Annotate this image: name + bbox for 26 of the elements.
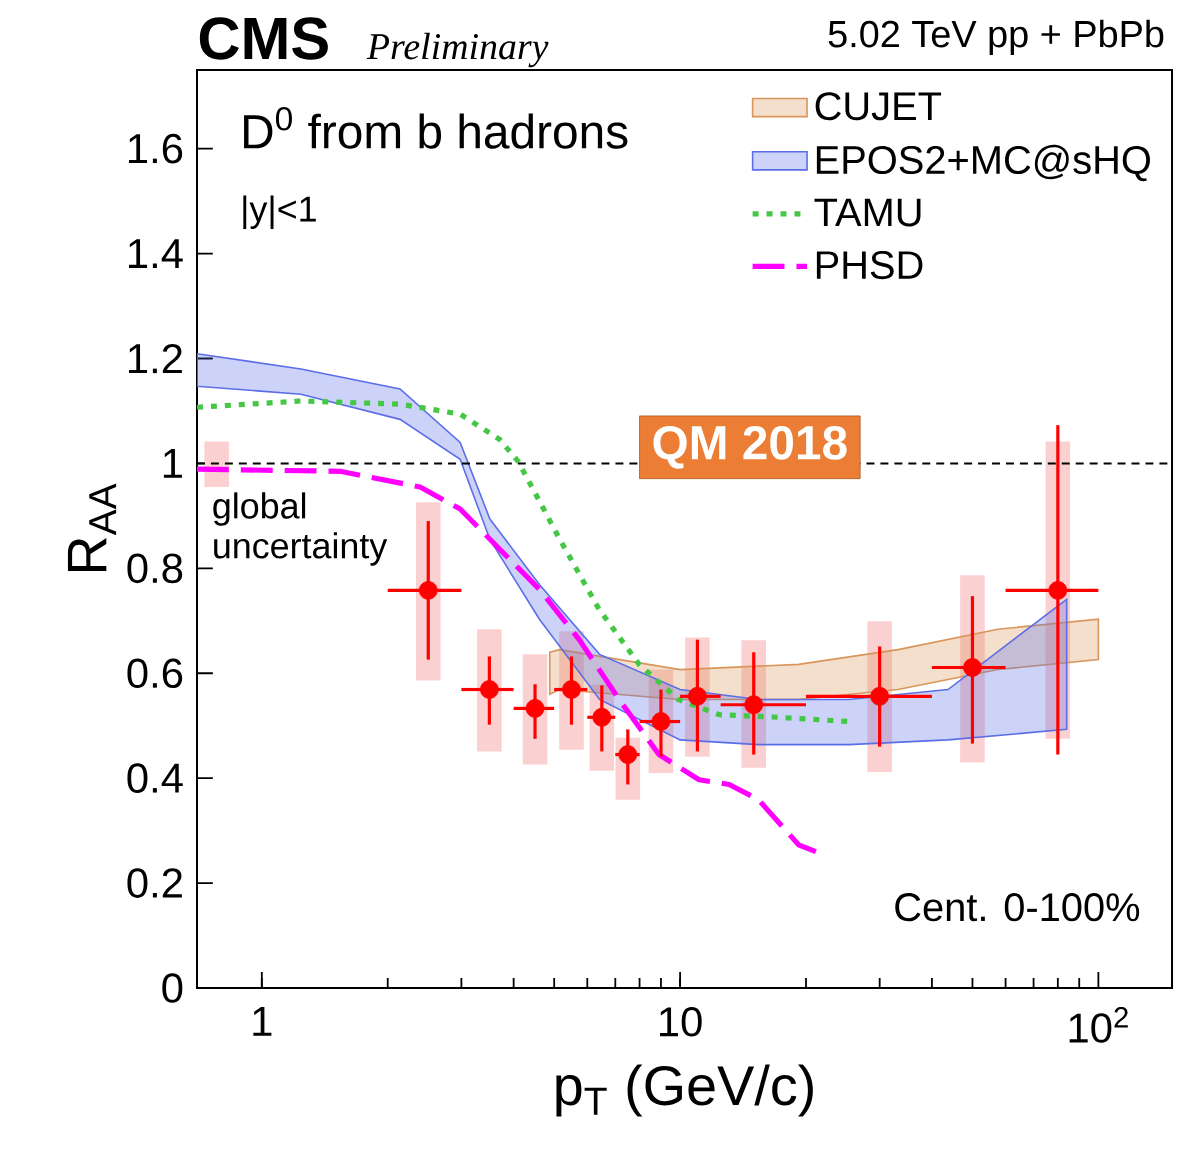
x-axis-title: p$_{T}$ (GeV/c) — [556, 1064, 813, 1117]
chart-subtitle: Preliminary — [366, 32, 549, 68]
annotation: |y|<1 — [243, 195, 316, 230]
y-tick-label: 1.4 — [129, 239, 183, 268]
y-tick-label: 0.6 — [127, 658, 183, 689]
annotation: QM 2018 — [653, 425, 847, 469]
x-tick-label: 10 — [660, 1006, 702, 1037]
y-tick-label: 1.6 — [129, 133, 183, 164]
x-tick-label: 1 — [253, 1007, 272, 1036]
chart-title: CMS — [199, 17, 328, 60]
text: 5.02 TeV pp + PbPb — [828, 19, 1164, 55]
x-tick-label: 10$^{2}$ — [1069, 1007, 1128, 1043]
legend-label: PHSD — [816, 250, 923, 280]
legend-label: CUJET — [815, 92, 942, 121]
annotation: D$^{0}$ from b hadrons — [244, 106, 628, 149]
legend-label: TAMU — [814, 198, 921, 227]
annotation: global uncertainty — [213, 492, 388, 566]
y-tick-label: 1 — [163, 449, 182, 478]
legend-label: EPOS2+MC@sHQ — [816, 144, 1150, 182]
y-tick-label: 0.4 — [127, 763, 183, 793]
annotation: Cent. 0-100% — [895, 893, 1140, 922]
y-tick-label: 0.8 — [127, 553, 183, 584]
y-axis-title: R$_{AA}$ — [67, 483, 117, 572]
y-tick-label: 1.2 — [129, 343, 182, 374]
y-tick-label: 0 — [162, 973, 183, 1003]
y-tick-label: 0.2 — [127, 868, 182, 898]
